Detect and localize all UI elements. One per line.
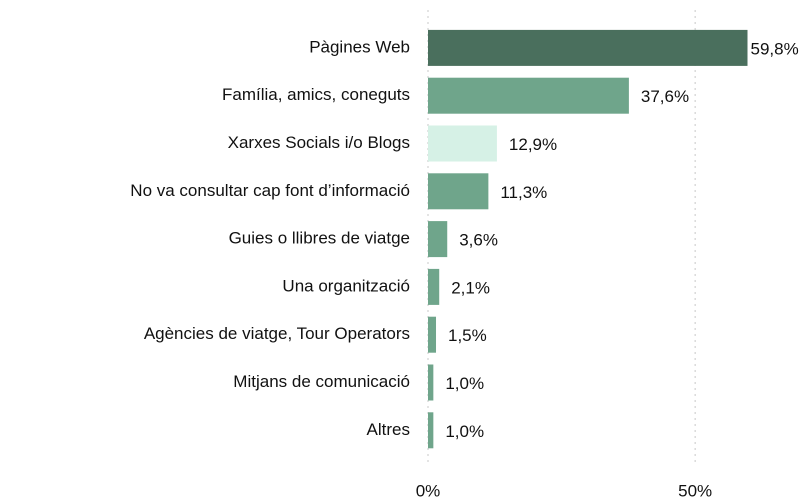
data-label: 3,6% — [459, 231, 498, 250]
bar — [428, 412, 434, 449]
bar — [428, 125, 497, 162]
bar — [428, 316, 437, 353]
bar — [428, 29, 748, 66]
y-tick-label: Agències de viatge, Tour Operators — [144, 324, 410, 343]
y-tick-label: Una organització — [282, 276, 410, 295]
bar — [428, 221, 448, 258]
y-tick-label: Família, amics, coneguts — [222, 85, 410, 104]
y-tick-label: Pàgines Web — [309, 37, 410, 56]
bar — [428, 77, 629, 114]
y-tick-label: Altres — [367, 420, 410, 439]
data-label: 11,3% — [500, 183, 547, 202]
bar — [428, 364, 434, 401]
x-tick-label: 50% — [678, 481, 712, 500]
data-label: 1,5% — [448, 326, 487, 345]
data-label: 59,8% — [751, 39, 799, 58]
data-label: 12,9% — [509, 135, 557, 154]
x-tick-label: 0% — [416, 481, 441, 500]
y-tick-label: Xarxes Socials i/o Blogs — [228, 133, 410, 152]
y-tick-label: No va consultar cap font d’informació — [130, 181, 410, 200]
bar — [428, 173, 489, 210]
bar — [428, 268, 440, 305]
y-tick-label: Mitjans de comunicació — [233, 372, 410, 391]
y-tick-label: Guies o llibres de viatge — [229, 229, 410, 248]
data-label: 1,0% — [445, 422, 484, 441]
data-label: 2,1% — [451, 278, 490, 297]
data-label: 1,0% — [445, 374, 484, 393]
data-label: 37,6% — [641, 87, 689, 106]
